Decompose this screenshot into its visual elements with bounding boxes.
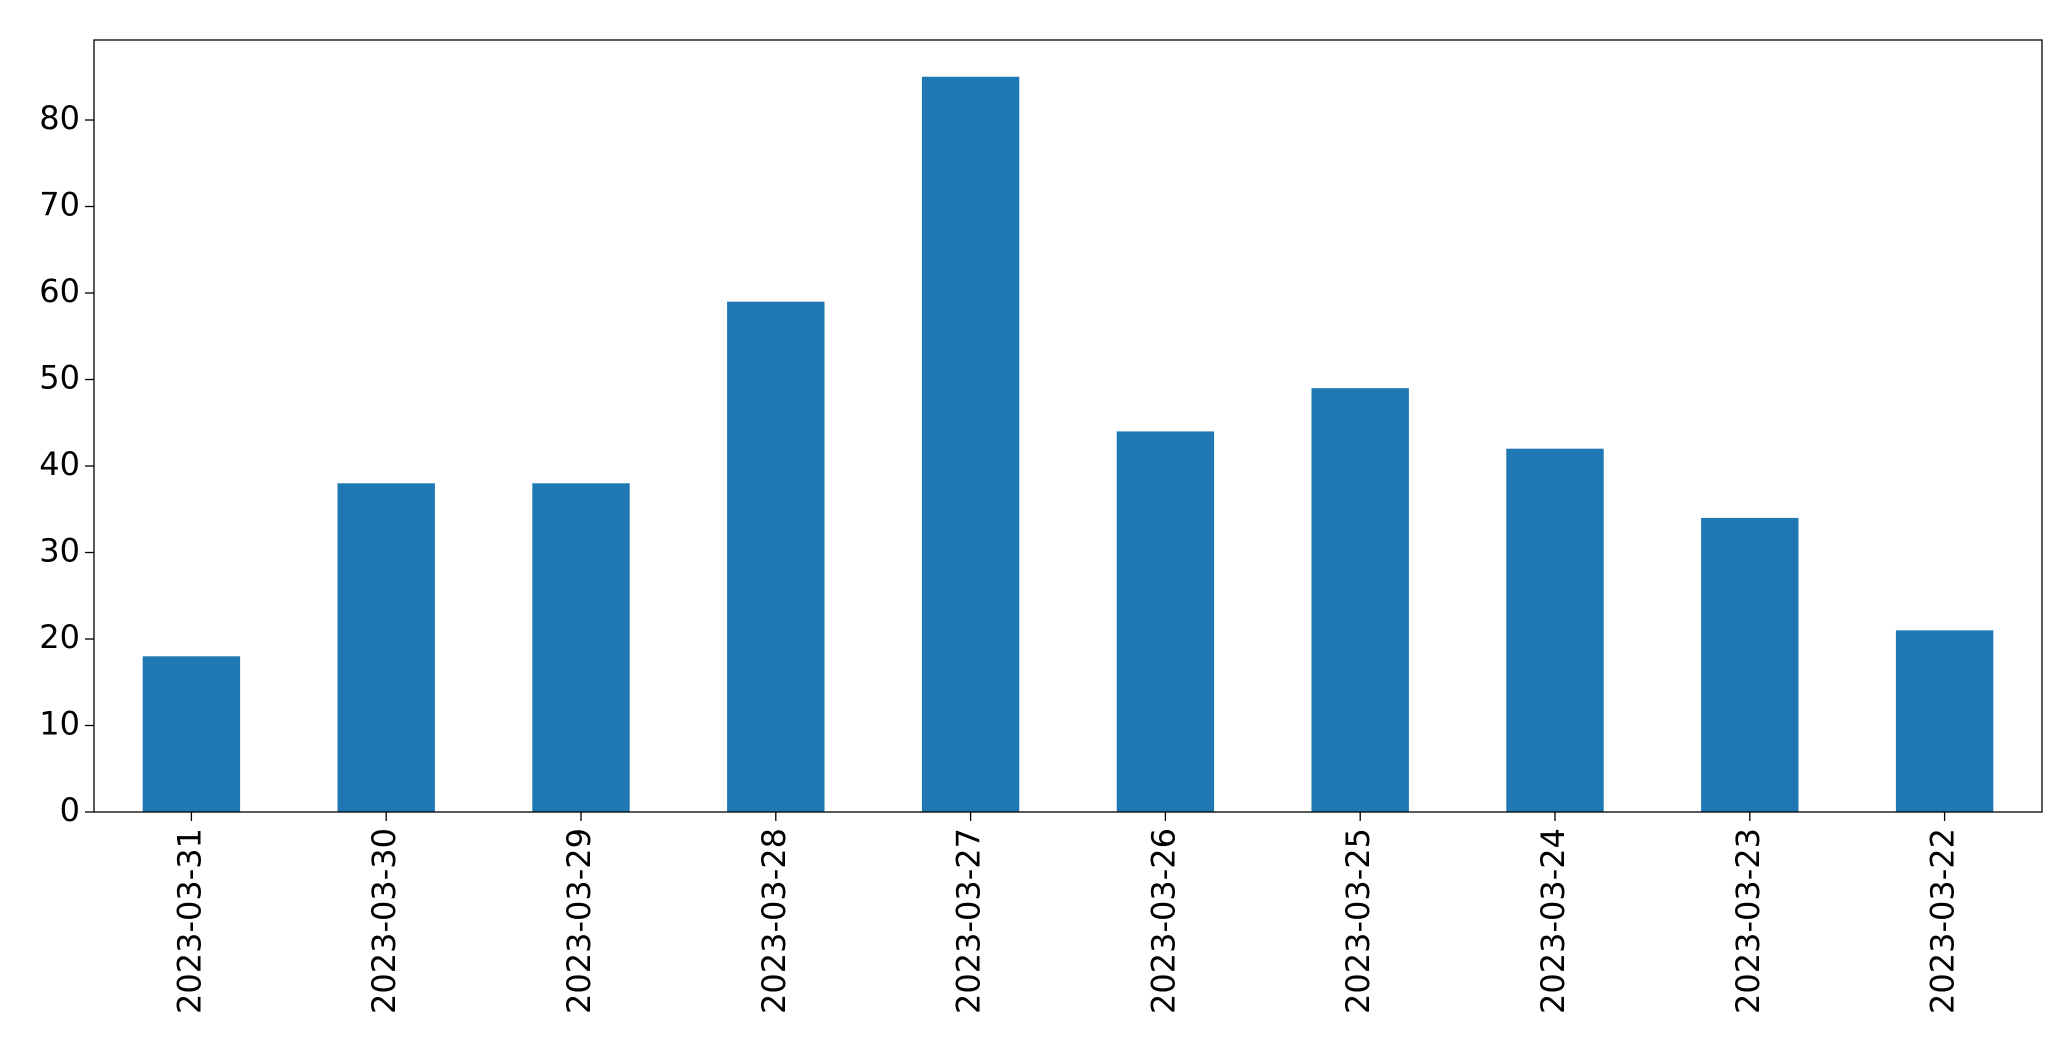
- bar: [727, 301, 825, 812]
- bar: [1506, 448, 1604, 812]
- y-tick-label: 80: [39, 99, 80, 137]
- bar: [1311, 388, 1409, 812]
- x-tick-label: 2023-03-29: [560, 828, 598, 1014]
- bar: [1701, 517, 1799, 812]
- bar: [1895, 630, 1994, 812]
- x-tick-label: 2023-03-31: [170, 828, 208, 1014]
- x-tick-label: 2023-03-22: [1924, 828, 1962, 1014]
- y-tick-label: 60: [39, 272, 80, 310]
- x-tick-label: 2023-03-27: [950, 828, 988, 1014]
- x-tick-label: 2023-03-25: [1339, 828, 1377, 1014]
- x-tick-label: 2023-03-26: [1144, 828, 1182, 1014]
- bar: [1116, 431, 1215, 812]
- y-tick-label: 30: [39, 532, 80, 570]
- bar: [337, 483, 435, 812]
- x-tick-label: 2023-03-23: [1729, 828, 1767, 1014]
- y-tick-label: 50: [39, 359, 80, 397]
- y-tick-label: 70: [39, 186, 80, 224]
- bar: [921, 76, 1020, 812]
- x-tick-label: 2023-03-24: [1534, 828, 1572, 1014]
- y-tick-label: 40: [39, 445, 80, 483]
- plot-frame: [93, 39, 2043, 813]
- y-tick-label: 20: [39, 618, 80, 656]
- y-tick-label: 0: [60, 791, 80, 829]
- bar: [532, 483, 630, 812]
- x-tick-label: 2023-03-28: [755, 828, 793, 1014]
- x-tick-label: 2023-03-30: [365, 828, 403, 1014]
- y-tick-label: 10: [39, 705, 80, 743]
- bar: [142, 656, 241, 812]
